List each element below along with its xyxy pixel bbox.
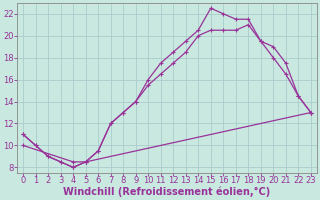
X-axis label: Windchill (Refroidissement éolien,°C): Windchill (Refroidissement éolien,°C): [63, 187, 271, 197]
